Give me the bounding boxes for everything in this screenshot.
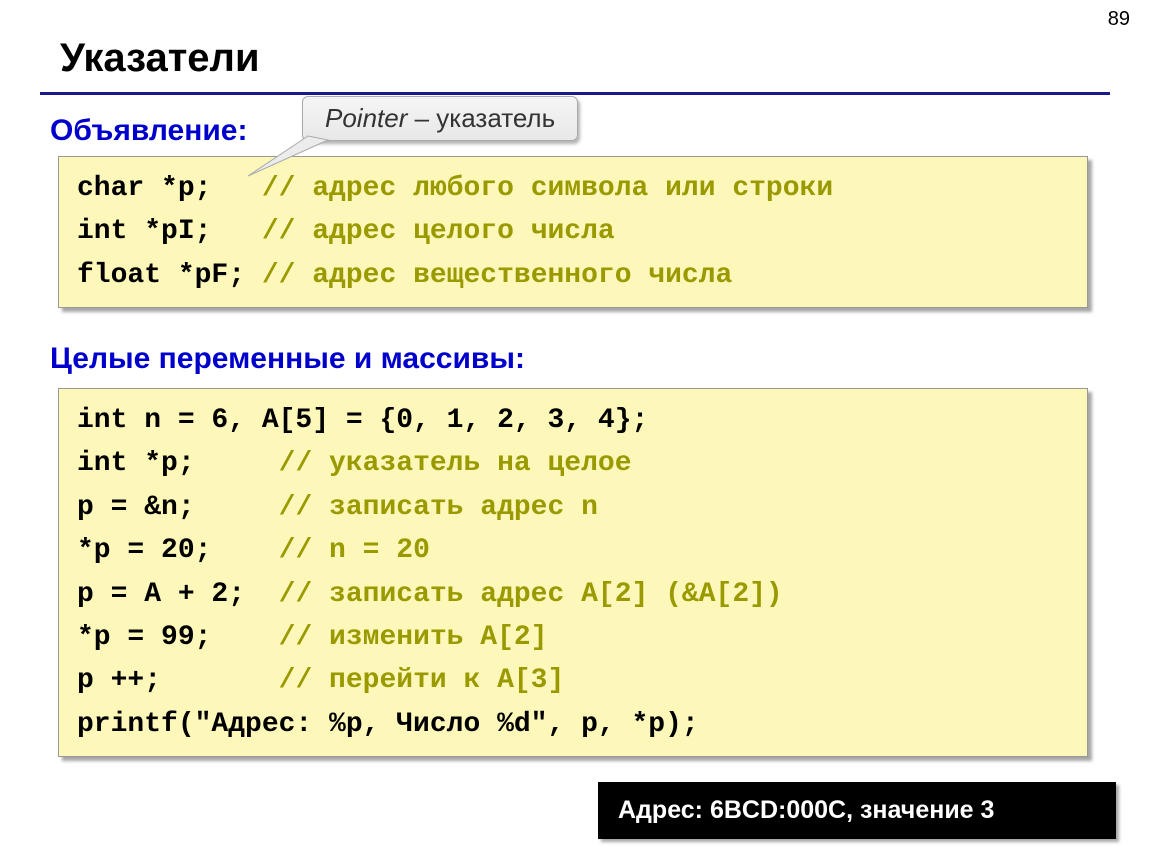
code-line: *p = 20; // n = 20 <box>77 529 1069 572</box>
callout-text: – указатель <box>407 103 555 133</box>
section-variables-arrays: Целые переменные и массивы: <box>50 342 525 376</box>
code-line: float *pF; // адрес вещественного числа <box>77 254 1069 297</box>
code-line: p = A + 2; // записать адрес A[2] (&A[2]… <box>77 573 1069 616</box>
title-underline <box>40 92 1110 95</box>
callout-pointer: Pointer – указатель <box>302 96 578 141</box>
code-line: int n = 6, A[5] = {0, 1, 2, 3, 4}; <box>77 399 1069 442</box>
code-block-usage: int n = 6, A[5] = {0, 1, 2, 3, 4}; int *… <box>58 388 1088 757</box>
code-line: char *p; // адрес любого символа или стр… <box>77 167 1069 210</box>
output-box: Адрес: 6BCD:000C, значение 3 <box>598 782 1116 839</box>
code-block-declarations: char *p; // адрес любого символа или стр… <box>58 156 1088 308</box>
code-line: printf("Адрес: %p, Число %d", p, *p); <box>77 703 1069 746</box>
code-line: int *pI; // адрес целого числа <box>77 210 1069 253</box>
code-line: p = &n; // записать адрес n <box>77 486 1069 529</box>
page-number: 89 <box>1108 8 1130 31</box>
section-declaration: Объявление: <box>50 114 247 148</box>
slide-title: Указатели <box>60 36 260 81</box>
callout-italic: Pointer <box>325 103 407 133</box>
code-line: int *p; // указатель на целое <box>77 442 1069 485</box>
code-line: *p = 99; // изменить A[2] <box>77 616 1069 659</box>
code-line: p ++; // перейти к A[3] <box>77 659 1069 702</box>
